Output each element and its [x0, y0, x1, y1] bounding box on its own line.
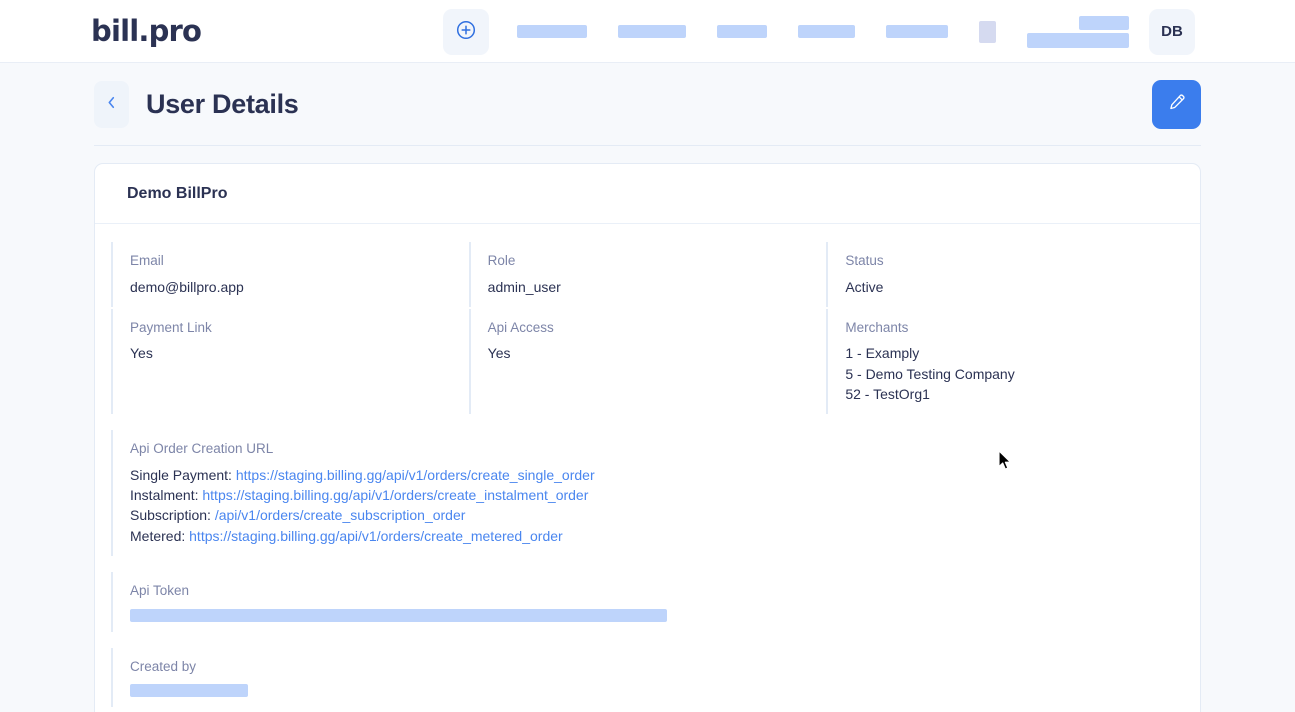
created-by-skeleton: [130, 684, 248, 698]
api-token-skeleton: [130, 608, 667, 622]
api-url-link[interactable]: https://staging.billing.gg/api/v1/orders…: [235, 466, 595, 483]
api-url-link[interactable]: /api/v1/orders/create_subscription_order: [214, 507, 466, 524]
api-url-line: Single Payment: https://staging.billing.…: [130, 465, 1184, 485]
field-created-by: Created by: [111, 647, 1184, 708]
field-api-access-value: Yes: [487, 345, 511, 362]
field-created-by-label: Created by: [130, 658, 197, 674]
field-payment-link-label: Payment Link: [130, 319, 212, 335]
field-status: Status Active: [826, 242, 1184, 307]
field-api-token: Api Token: [111, 572, 1184, 632]
card-header: Demo BillPro: [95, 164, 1200, 224]
nav-skeleton-item-3[interactable]: [717, 25, 767, 38]
plus-circle-icon: [456, 20, 476, 43]
row-spacer-3: [111, 634, 1184, 648]
field-api-access: Api Access Yes: [468, 308, 827, 415]
api-url-line: Metered: https://staging.billing.gg/api/…: [130, 526, 1184, 546]
api-url-link[interactable]: https://staging.billing.gg/api/v1/orders…: [189, 527, 563, 544]
api-url-prefix: Metered:: [130, 527, 190, 544]
nav-items-cluster: DB: [443, 0, 1195, 63]
api-url-link[interactable]: https://staging.billing.gg/api/v1/orders…: [202, 487, 589, 504]
nav-skeleton-stacked-bottom: [1027, 32, 1129, 48]
page-header: User Details: [0, 63, 1295, 145]
api-url-prefix: Instalment:: [130, 487, 203, 504]
field-api-url-label: Api Order Creation URL: [130, 441, 274, 457]
top-navigation-bar: bill.pro DB: [0, 0, 1295, 63]
row-spacer: [111, 416, 1184, 430]
page-title: User Details: [146, 88, 299, 119]
field-api-token-label: Api Token: [130, 583, 190, 599]
field-status-label: Status: [845, 253, 884, 268]
field-api-order-creation-url: Api Order Creation URL Single Payment: h…: [111, 430, 1184, 557]
field-merchants-label: Merchants: [845, 319, 909, 335]
nav-skeleton-stacked-top: [1079, 15, 1129, 30]
field-email-value: demo@billpro.app: [130, 278, 244, 295]
field-role-value: admin_user: [487, 278, 561, 295]
api-url-list: Single Payment: https://staging.billing.…: [130, 465, 1184, 546]
merchant-line: 52 - TestOrg1: [845, 385, 930, 402]
chevron-left-icon: [105, 95, 118, 113]
user-avatar-button[interactable]: DB: [1149, 8, 1195, 55]
nav-skeleton-square[interactable]: [979, 20, 996, 43]
pencil-icon: [1167, 93, 1186, 115]
field-api-access-label: Api Access: [487, 319, 554, 335]
nav-skeleton-item-4[interactable]: [798, 25, 855, 38]
details-row-2: Payment Link Yes Api Access Yes Merchant…: [111, 308, 1184, 416]
api-url-line: Instalment: https://staging.billing.gg/a…: [130, 485, 1184, 505]
nav-skeleton-stacked[interactable]: [1027, 15, 1129, 48]
edit-button[interactable]: [1152, 79, 1201, 129]
field-merchants-value: 1 - Examply 5 - Demo Testing Company 52 - …: [845, 343, 1184, 404]
field-payment-link: Payment Link Yes: [111, 308, 469, 415]
field-email-label: Email: [130, 253, 164, 268]
header-divider: [94, 145, 1201, 146]
nav-skeleton-item-5[interactable]: [886, 25, 948, 38]
user-details-card: Demo BillPro Email demo@billpro.app Role…: [94, 163, 1201, 712]
row-spacer-2: [111, 558, 1184, 572]
card-title: Demo BillPro: [127, 185, 228, 202]
field-merchants: Merchants 1 - Examply 5 - Demo Testing Co…: [826, 308, 1184, 415]
api-url-prefix: Single Payment:: [130, 466, 236, 483]
field-status-value: Active: [845, 278, 884, 295]
add-button[interactable]: [443, 8, 489, 55]
details-row-1: Email demo@billpro.app Role admin_user S…: [111, 242, 1184, 309]
field-email: Email demo@billpro.app: [111, 242, 469, 307]
details-row-4: Api Token: [111, 572, 1184, 634]
field-role: Role admin_user: [468, 242, 827, 307]
merchant-line: 1 - Examply: [845, 345, 920, 362]
details-row-5: Created by: [111, 647, 1184, 710]
api-url-line: Subscription: /api/v1/orders/create_subs…: [130, 505, 1184, 525]
nav-skeleton-item-2[interactable]: [618, 25, 686, 38]
field-role-label: Role: [487, 253, 516, 268]
card-body: Email demo@billpro.app Role admin_user S…: [95, 224, 1200, 712]
nav-skeleton-item-1[interactable]: [517, 25, 587, 38]
merchant-line: 5 - Demo Testing Company: [845, 365, 1015, 382]
field-payment-link-value: Yes: [130, 345, 153, 362]
details-row-3: Api Order Creation URL Single Payment: h…: [111, 430, 1184, 558]
brand-logo[interactable]: bill.pro: [91, 14, 202, 48]
back-button[interactable]: [94, 80, 129, 128]
api-url-prefix: Subscription:: [130, 507, 215, 524]
